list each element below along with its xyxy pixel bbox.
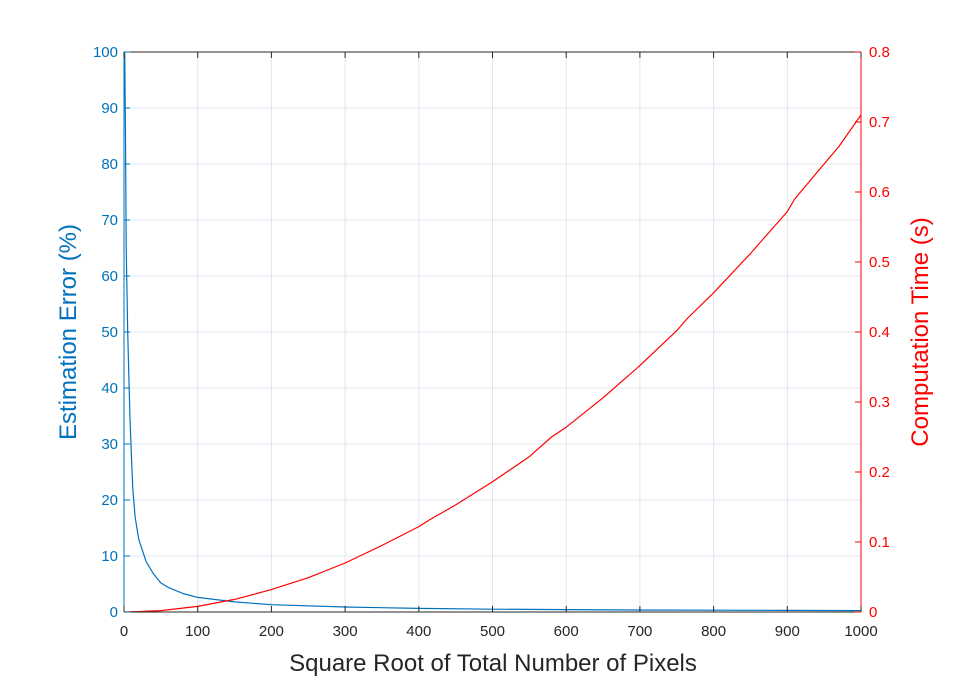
- axes: [123, 51, 862, 613]
- estimation-error-line: [124, 51, 862, 612]
- x-tick-label: 600: [554, 623, 579, 640]
- x-tick-label: 500: [480, 623, 505, 640]
- x-tick-label: 0: [120, 623, 128, 640]
- x-tick-label: 1000: [844, 623, 877, 640]
- y-left-tick-label: 60: [101, 268, 118, 285]
- y-left-tick-label: 0: [110, 604, 118, 621]
- y-left-tick-label: 100: [93, 44, 118, 61]
- y-left-tick-label: 90: [101, 100, 118, 117]
- x-axis-label: Square Root of Total Number of Pixels: [289, 650, 697, 677]
- x-tick-label: 200: [259, 623, 284, 640]
- y-right-tick-label: 0.8: [869, 44, 890, 61]
- y-right-tick-label: 0.4: [869, 324, 890, 341]
- y-left-tick-label: 10: [101, 548, 118, 565]
- y-left-tick-label: 20: [101, 492, 118, 509]
- y-left-tick-label: 70: [101, 212, 118, 229]
- x-tick-label: 900: [775, 623, 800, 640]
- y-axis-left-label: Estimation Error (%): [55, 224, 82, 440]
- y-right-tick-label: 0.2: [869, 464, 890, 481]
- x-tick-label: 300: [333, 623, 358, 640]
- x-tick-label: 100: [185, 623, 210, 640]
- tick-labels: 0 100 200 300 400 500 600 700 800 900 100001020304…: [93, 44, 890, 640]
- y-right-tick-label: 0.6: [869, 184, 890, 201]
- y-right-tick-label: 0.5: [869, 254, 890, 271]
- series-layer: [123, 51, 862, 613]
- y-right-tick-label: 0.7: [869, 114, 890, 131]
- computation-time-line: [123, 114, 862, 613]
- y-right-tick-label: 0: [869, 604, 877, 621]
- y-left-tick-label: 80: [101, 156, 118, 173]
- y-left-tick-label: 50: [101, 324, 118, 341]
- x-tick-label: 700: [627, 623, 652, 640]
- y-right-tick-label: 0.3: [869, 394, 890, 411]
- x-tick-label: 800: [701, 623, 726, 640]
- x-tick-label: 400: [406, 623, 431, 640]
- y-axis-right-label: Computation Time (s): [907, 217, 934, 446]
- y-left-tick-label: 40: [101, 380, 118, 397]
- y-right-tick-label: 0.1: [869, 534, 890, 551]
- y-left-tick-label: 30: [101, 436, 118, 453]
